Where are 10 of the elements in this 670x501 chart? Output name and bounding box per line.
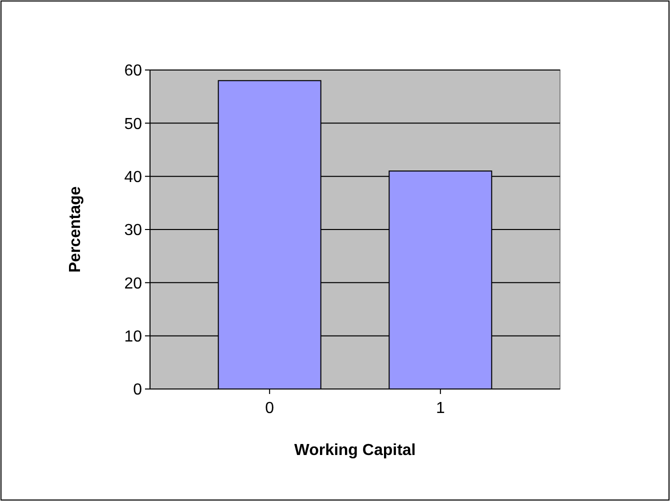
y-tick-label: 50 [124, 116, 142, 133]
x-tick-label: 1 [436, 400, 445, 417]
y-tick-label: 60 [124, 62, 142, 80]
y-tick-label: 30 [124, 222, 142, 240]
y-tick-label: 40 [124, 168, 142, 186]
y-tick-label: 0 [133, 382, 142, 399]
x-axis-title: Working Capital [294, 442, 416, 459]
y-tick-label: 20 [124, 275, 142, 292]
y-axis-title: Percentage [67, 186, 84, 273]
y-tick-label: 10 [124, 328, 142, 346]
